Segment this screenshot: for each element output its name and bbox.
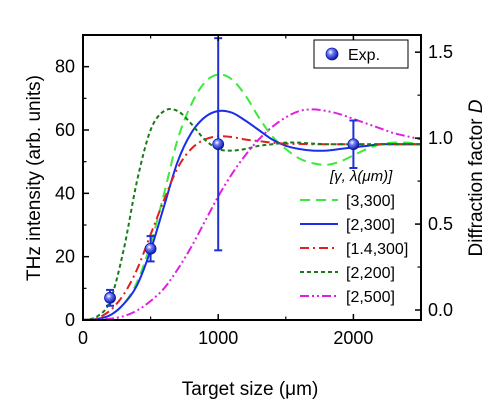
exp-point-0 [104, 288, 116, 307]
y-left-tick-label-2: 40 [55, 183, 75, 203]
y-right-tick-label-0: 0.0 [428, 300, 453, 320]
legend-label-1: [2,300] [346, 217, 395, 234]
series-line-2 [83, 135, 421, 320]
y-left-axis-title: THz intensity (arb. units) [24, 75, 45, 281]
y-right-tick-label-1: 0.5 [428, 214, 453, 234]
series-line-4 [83, 108, 421, 320]
plot-frame [82, 34, 422, 321]
legend-label-0: [3,300] [346, 193, 395, 210]
y-right-axis-title-text: Diffraction factor [466, 113, 487, 256]
axes-layer: 0 1000 2000 0 20 40 60 80 0.0 0.5 1.0 1.5 [55, 35, 453, 348]
exp-point-2 [212, 37, 225, 252]
legend-exp: Exp. [313, 39, 409, 69]
x-tick-label-1: 1000 [198, 328, 238, 348]
y-left-tick-label-4: 80 [55, 57, 75, 77]
y-right-axis-title: Diffraction factor D [466, 99, 487, 256]
y-right-tick-label-3: 1.5 [428, 42, 453, 62]
exp-marker-2 [212, 138, 225, 151]
y-left-tick-label-0: 0 [65, 310, 75, 330]
experimental-layer [104, 37, 360, 307]
series-line-1 [83, 109, 421, 320]
legend-exp-label: Exp. [348, 47, 380, 64]
exp-marker-3 [347, 138, 360, 151]
y-right-tick-label-2: 1.0 [428, 128, 453, 148]
legend-label-2: [1.4,300] [346, 241, 408, 258]
y-left-tick-label-1: 20 [55, 247, 75, 267]
legend-header: [γ, λ(μm)] [329, 168, 393, 185]
y-left-tick-label-3: 60 [55, 120, 75, 140]
legend-exp-marker [325, 47, 339, 61]
exp-point-1 [144, 235, 157, 263]
exp-marker-0 [104, 291, 116, 304]
x-axis-title: Target size (μm) [182, 379, 319, 400]
series-layer [83, 73, 421, 320]
x-tick-label-2: 2000 [333, 328, 373, 348]
legend-label-3: [2,200] [346, 265, 395, 282]
legend: [γ, λ(μm)] [3,300] [2,300] [1.4,300] [2,200… [300, 168, 408, 306]
series-line-0 [83, 73, 421, 320]
series-line-3 [83, 108, 421, 320]
legend-label-4: [2,500] [346, 289, 395, 306]
x-tick-label-0: 0 [78, 328, 88, 348]
y-right-axis-title-symbol: D [466, 99, 487, 113]
exp-point-3 [347, 119, 360, 169]
exp-marker-1 [144, 242, 157, 255]
